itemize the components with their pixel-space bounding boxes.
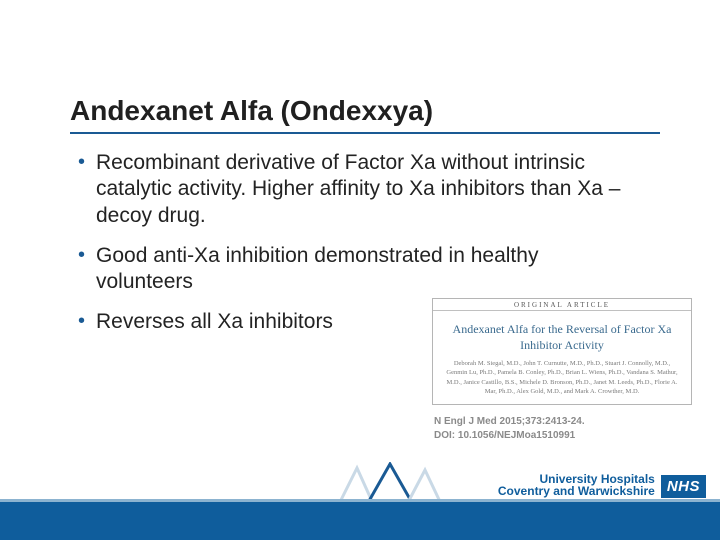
slide-title: Andexanet Alfa (Ondexxya) <box>70 95 660 127</box>
citation-line: DOI: 10.1056/NEJMoa1510991 <box>434 429 690 443</box>
bullet-item: Recombinant derivative of Factor Xa with… <box>78 150 638 229</box>
article-citation: N Engl J Med 2015;373:2413-24. DOI: 10.1… <box>434 415 690 442</box>
title-underline <box>70 132 660 134</box>
footer-band <box>0 502 720 540</box>
article-authors: Deborah M. Siegal, M.D., John T. Curnutt… <box>433 359 691 403</box>
org-line2: Coventry and Warwickshire <box>498 485 655 498</box>
slide-footer: University Hospitals Coventry and Warwic… <box>0 462 720 540</box>
article-snippet: ORIGINAL ARTICLE Andexanet Alfa for the … <box>432 298 692 405</box>
org-block: University Hospitals Coventry and Warwic… <box>498 464 706 498</box>
org-text: University Hospitals Coventry and Warwic… <box>498 473 655 498</box>
nhs-badge: NHS <box>661 475 706 498</box>
article-header: ORIGINAL ARTICLE <box>433 299 691 311</box>
slide: Andexanet Alfa (Ondexxya) Recombinant de… <box>0 0 720 540</box>
bullet-item: Good anti-Xa inhibition demonstrated in … <box>78 243 638 296</box>
article-title: Andexanet Alfa for the Reversal of Facto… <box>433 311 691 359</box>
citation-line: N Engl J Med 2015;373:2413-24. <box>434 415 690 429</box>
